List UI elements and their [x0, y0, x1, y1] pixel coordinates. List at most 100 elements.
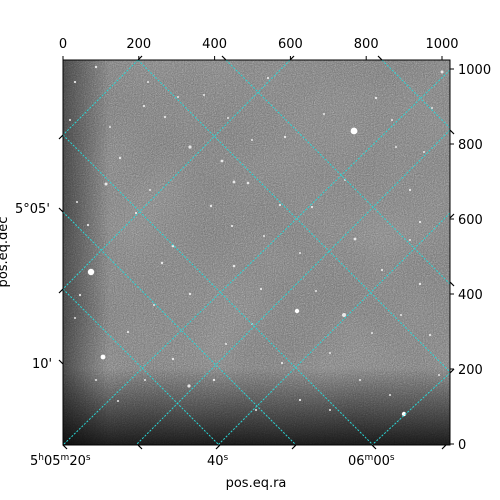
top-tick-label: 800: [354, 37, 379, 52]
star: [371, 332, 373, 334]
star: [220, 159, 224, 163]
star: [109, 126, 111, 128]
star: [380, 268, 384, 272]
star: [263, 235, 265, 237]
star: [298, 398, 302, 402]
grid-line: [371, 372, 450, 445]
star: [118, 156, 122, 160]
star: [232, 180, 236, 184]
star: [117, 400, 119, 402]
star: [266, 76, 270, 80]
star: [278, 203, 282, 207]
right-tick-label: 400: [458, 288, 483, 303]
star: [323, 113, 325, 115]
star: [177, 96, 179, 98]
star: [230, 224, 234, 228]
star: [100, 354, 106, 360]
star: [188, 292, 192, 296]
star: [401, 411, 407, 417]
star: [353, 237, 357, 241]
star: [418, 220, 422, 224]
right-tick-label: 200: [458, 363, 483, 378]
star: [259, 287, 263, 291]
stars: [69, 65, 444, 417]
y-axis-label: pos.eq.dec: [0, 217, 11, 288]
star: [310, 205, 314, 209]
star: [255, 409, 257, 411]
star: [438, 374, 440, 376]
right-tick-label: 600: [458, 213, 483, 228]
star: [74, 317, 76, 319]
coordinate-grid: [63, 60, 450, 445]
top-tick-label: 1000: [425, 37, 458, 52]
star: [144, 379, 146, 381]
star: [209, 204, 213, 208]
star: [203, 94, 205, 96]
grid-line: [63, 60, 291, 290]
star: [350, 127, 358, 135]
star: [126, 330, 130, 334]
star: [440, 70, 444, 74]
star: [212, 378, 216, 382]
star: [153, 304, 155, 306]
star: [299, 252, 301, 254]
top-pixel-axis: 0 200 400 600 800 1000: [59, 37, 459, 60]
top-tick-label: 600: [278, 37, 303, 52]
right-pixel-axis: 0 200 400 600 800 1000: [450, 63, 491, 453]
star: [329, 352, 331, 354]
ra-tick-label: 5h05m20s: [30, 453, 91, 469]
wcs-ticks: [58, 55, 455, 450]
star: [134, 211, 138, 215]
grid-line: [63, 288, 220, 445]
star: [359, 379, 361, 381]
star: [431, 107, 433, 109]
star: [409, 239, 411, 241]
grid-line: [137, 60, 450, 373]
star: [160, 261, 164, 265]
grid-line: [63, 69, 450, 445]
star: [73, 80, 77, 84]
ra-tick-label: 40s: [207, 453, 229, 469]
star: [389, 394, 391, 396]
star: [147, 81, 149, 83]
sky-image: [63, 60, 450, 445]
star: [408, 188, 412, 192]
star: [283, 135, 287, 139]
ra-tick-label: 06m00s: [348, 453, 395, 469]
star: [76, 201, 78, 203]
star: [395, 146, 397, 148]
star: [251, 139, 253, 141]
star: [87, 268, 95, 276]
star: [418, 282, 422, 286]
star: [104, 182, 108, 186]
star: [342, 313, 346, 317]
star: [246, 181, 250, 185]
star: [86, 223, 90, 227]
star: [280, 361, 284, 365]
star: [225, 343, 227, 345]
right-tick-label: 1000: [458, 63, 491, 78]
grid-line: [225, 60, 450, 285]
star: [294, 308, 300, 314]
dec-axis: 5°05' 10' pos.eq.dec: [0, 202, 52, 372]
star: [423, 151, 425, 153]
dec-tick-label: 5°05': [15, 202, 50, 217]
ra-axis: 5h05m20s 40s 06m00s pos.eq.ra: [30, 453, 395, 491]
star: [95, 379, 97, 381]
top-tick-label: 200: [126, 37, 151, 52]
plot-frame: [62, 59, 451, 446]
grid-line: [63, 60, 139, 136]
star: [171, 244, 175, 248]
star: [69, 119, 71, 121]
star: [232, 264, 236, 268]
star: [171, 357, 175, 361]
star: [78, 293, 82, 297]
star: [142, 104, 146, 108]
grid-line: [217, 212, 450, 445]
star: [227, 117, 229, 119]
top-tick-label: 0: [59, 37, 67, 52]
star: [374, 96, 378, 100]
dec-tick-label: 10': [32, 357, 52, 372]
star: [400, 314, 402, 316]
